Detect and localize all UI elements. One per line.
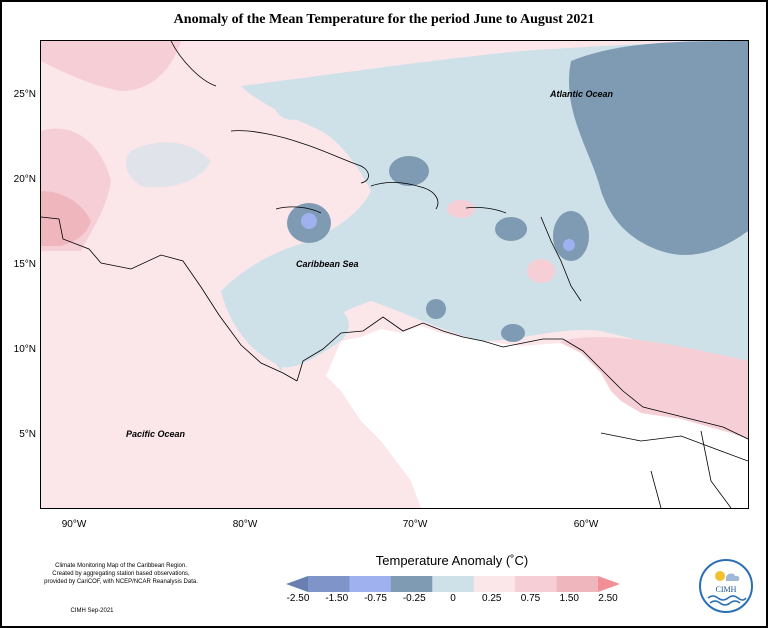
- legend-swatch: [432, 576, 475, 592]
- x-tick-60w: 60°W: [573, 519, 599, 530]
- label-atlantic-ocean: Atlantic Ocean: [550, 89, 614, 99]
- legend-tick-label: 2.50: [598, 593, 618, 604]
- y-tick-20n: 20°N: [13, 174, 36, 185]
- legend-tick-label: 0.75: [520, 593, 541, 604]
- cimh-logo: CIMH: [699, 559, 753, 613]
- legend-colorbar: [286, 576, 620, 592]
- x-tick-80w: 80°W: [232, 519, 258, 530]
- anomaly-map-svg: [41, 41, 748, 508]
- legend-swatch: [556, 576, 599, 592]
- date-stamp: CIMH Sep-2021: [70, 608, 114, 614]
- y-tick-10n: 10°N: [13, 344, 36, 355]
- legend-swatch: [473, 576, 516, 592]
- legend-tick-label: 0: [450, 593, 456, 604]
- sun-icon: [715, 571, 725, 581]
- legend-swatch: [349, 576, 392, 592]
- legend-swatch: [286, 576, 308, 592]
- x-tick-70w: 70°W: [402, 519, 428, 530]
- anomaly-map: [40, 40, 749, 509]
- legend-tick-label: -0.75: [364, 593, 387, 604]
- legend-swatch: [308, 576, 350, 592]
- credits-block: Climate Monitoring Map of the Caribbean …: [16, 562, 226, 586]
- legend-tick-label: -2.50: [286, 593, 310, 604]
- legend-swatch: [515, 576, 558, 592]
- x-tick-90w: 90°W: [61, 519, 87, 530]
- y-tick-15n: 15°N: [13, 259, 36, 270]
- label-pacific-ocean: Pacific Ocean: [126, 429, 186, 439]
- legend-swatch: [598, 576, 620, 592]
- legend-title: Temperature Anomaly (˚C): [375, 553, 529, 568]
- legend-tick-label: 1.50: [559, 593, 579, 604]
- legend-tick-label: -1.50: [325, 593, 349, 604]
- waves-icon: [707, 595, 747, 601]
- label-caribbean-sea: Caribbean Sea: [296, 259, 359, 269]
- y-tick-25n: 25°N: [13, 89, 36, 100]
- legend-tick-label: -0.25: [402, 593, 426, 604]
- legend-swatch: [390, 576, 433, 592]
- y-tick-5n: 5°N: [19, 429, 36, 440]
- logo-text: CIMH: [716, 585, 737, 594]
- legend-tick-label: 0.25: [482, 593, 502, 604]
- credit-line: Climate Monitoring Map of the Caribbean …: [55, 563, 187, 569]
- cloud-icon: [726, 573, 740, 581]
- credit-line: Created by aggregating station based obs…: [52, 571, 190, 577]
- credit-line: provided by CariCOF, with NCEP/NCAR Rean…: [44, 579, 198, 585]
- map-title: Anomaly of the Mean Temperature for the …: [173, 12, 595, 27]
